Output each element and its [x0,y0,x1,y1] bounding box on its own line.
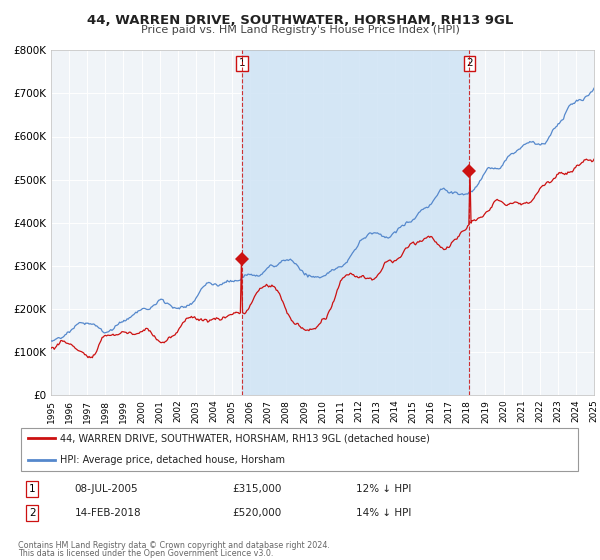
Text: 1: 1 [29,484,35,494]
Text: Contains HM Land Registry data © Crown copyright and database right 2024.: Contains HM Land Registry data © Crown c… [18,541,330,550]
Text: 44, WARREN DRIVE, SOUTHWATER, HORSHAM, RH13 9GL: 44, WARREN DRIVE, SOUTHWATER, HORSHAM, R… [87,14,513,27]
Text: HPI: Average price, detached house, Horsham: HPI: Average price, detached house, Hors… [60,455,286,465]
Text: 2: 2 [29,508,35,519]
Text: Price paid vs. HM Land Registry's House Price Index (HPI): Price paid vs. HM Land Registry's House … [140,25,460,35]
Text: 08-JUL-2005: 08-JUL-2005 [74,484,138,494]
Text: 14-FEB-2018: 14-FEB-2018 [74,508,141,519]
Text: 14% ↓ HPI: 14% ↓ HPI [356,508,412,519]
Text: 2: 2 [466,58,473,68]
Text: 1: 1 [238,58,245,68]
Text: 12% ↓ HPI: 12% ↓ HPI [356,484,412,494]
Text: 44, WARREN DRIVE, SOUTHWATER, HORSHAM, RH13 9GL (detached house): 44, WARREN DRIVE, SOUTHWATER, HORSHAM, R… [60,433,430,444]
Bar [242,50,469,395]
Text: This data is licensed under the Open Government Licence v3.0.: This data is licensed under the Open Gov… [18,549,274,558]
FancyBboxPatch shape [21,427,578,472]
Text: £315,000: £315,000 [232,484,281,494]
Text: £520,000: £520,000 [232,508,281,519]
